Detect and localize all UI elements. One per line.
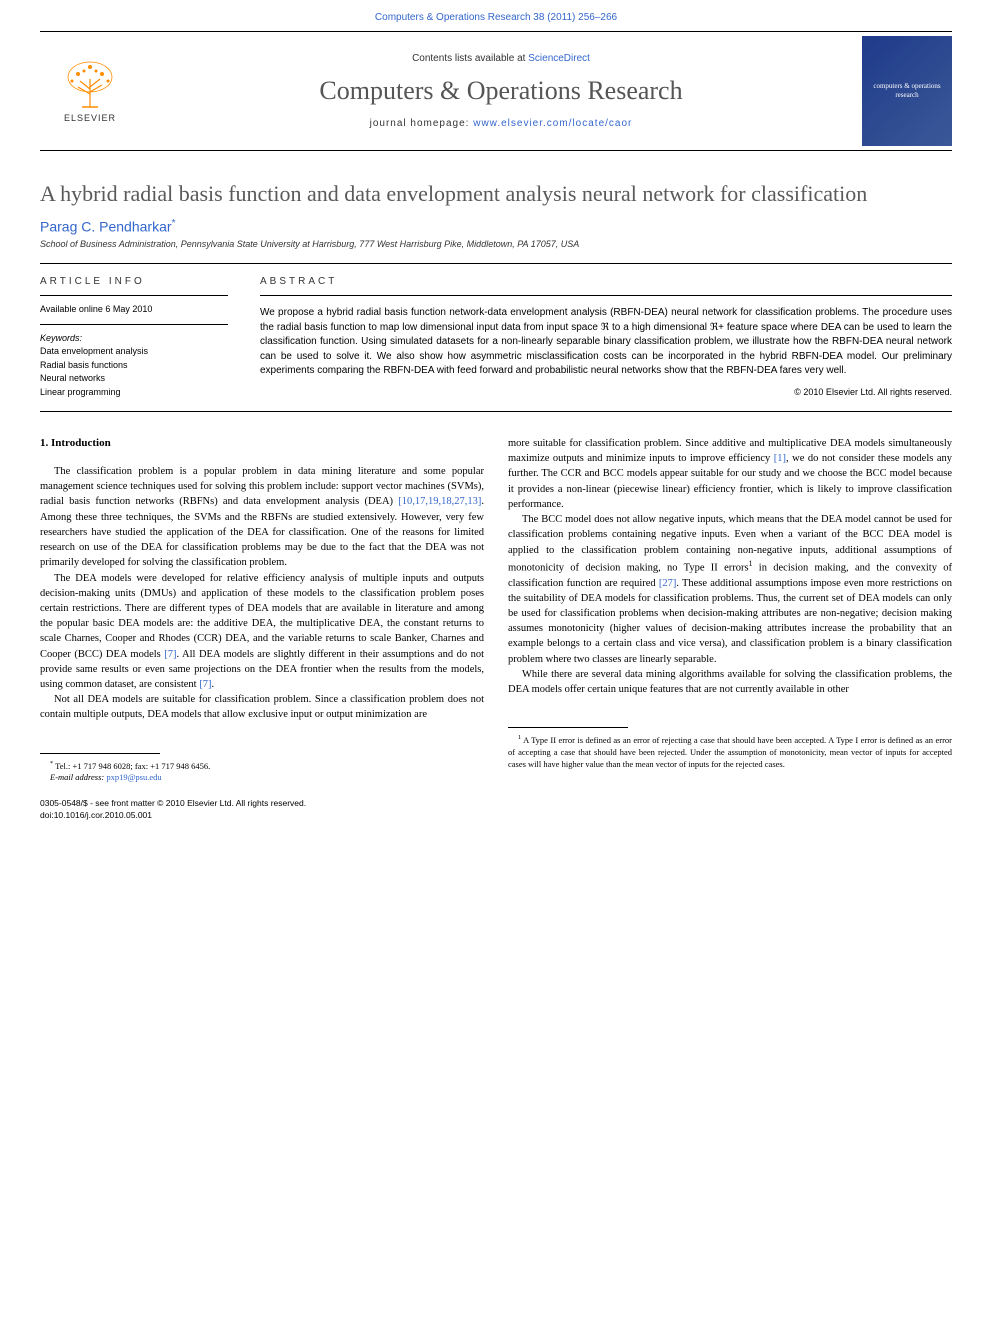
body-columns: 1. Introduction The classification probl… [40, 436, 952, 784]
contents-line: Contents lists available at ScienceDirec… [140, 53, 862, 64]
body-paragraph: The BCC model does not allow negative in… [508, 512, 952, 667]
elsevier-tree-icon [60, 59, 120, 109]
body-paragraph: While there are several data mining algo… [508, 667, 952, 697]
email-link[interactable]: pxp19@psu.edu [106, 772, 161, 782]
text-run: . [211, 679, 214, 690]
abstract-text: We propose a hybrid radial basis functio… [260, 306, 952, 379]
running-header: Computers & Operations Research 38 (2011… [0, 0, 992, 31]
body-paragraph: The classification problem is a popular … [40, 464, 484, 571]
citation-link[interactable]: [27] [659, 578, 677, 589]
homepage-line: journal homepage: www.elsevier.com/locat… [140, 118, 862, 129]
keyword: Neural networks [40, 372, 228, 386]
journal-title: Computers & Operations Research [140, 76, 862, 106]
left-column: 1. Introduction The classification probl… [40, 436, 484, 784]
citation-link[interactable]: [10,17,19,18,27,13] [398, 496, 481, 507]
divider [40, 324, 228, 325]
header-citation-link[interactable]: Computers & Operations Research 38 (2011… [375, 12, 617, 23]
email-label: E-mail address: [50, 772, 106, 782]
info-abstract-row: ARTICLE INFO Available online 6 May 2010… [40, 263, 952, 411]
email-footnote: E-mail address: pxp19@psu.edu [40, 772, 484, 784]
sciencedirect-link[interactable]: ScienceDirect [528, 53, 590, 64]
article-history: Available online 6 May 2010 [40, 304, 228, 314]
journal-cover-thumbnail: computers & operations research [862, 36, 952, 146]
article-info-block: ARTICLE INFO Available online 6 May 2010… [40, 264, 240, 411]
divider [40, 295, 228, 296]
homepage-link[interactable]: www.elsevier.com/locate/caor [473, 118, 632, 129]
keyword: Data envelopment analysis [40, 345, 228, 359]
text-run: The DEA models were developed for relati… [40, 573, 484, 660]
keyword: Linear programming [40, 386, 228, 400]
contents-prefix: Contents lists available at [412, 53, 528, 64]
publisher-name: ELSEVIER [64, 113, 116, 123]
divider [40, 411, 952, 412]
article-info-heading: ARTICLE INFO [40, 276, 228, 287]
abstract-block: ABSTRACT We propose a hybrid radial basi… [240, 264, 952, 411]
homepage-prefix: journal homepage: [370, 118, 474, 129]
doi-line: doi:10.1016/j.cor.2010.05.001 [40, 810, 952, 822]
right-column: more suitable for classification problem… [508, 436, 952, 784]
cover-text: computers & operations research [862, 78, 952, 104]
abstract-copyright: © 2010 Elsevier Ltd. All rights reserved… [260, 387, 952, 397]
divider [260, 295, 952, 296]
footnote-divider [40, 753, 160, 754]
citation-link[interactable]: [7] [199, 679, 211, 690]
keywords-label: Keywords: [40, 333, 228, 343]
footnote-text: Tel.: +1 717 948 6028; fax: +1 717 948 6… [53, 761, 210, 771]
banner-center: Contents lists available at ScienceDirec… [140, 43, 862, 139]
footnote-text: A Type II error is defined as an error o… [508, 735, 952, 769]
keyword: Radial basis functions [40, 359, 228, 373]
body-paragraph: more suitable for classification problem… [508, 436, 952, 512]
issn-line: 0305-0548/$ - see front matter © 2010 El… [40, 798, 952, 810]
body-paragraph: Not all DEA models are suitable for clas… [40, 692, 484, 722]
section-heading: 1. Introduction [40, 436, 484, 452]
corresponding-marker-link[interactable]: * [172, 217, 176, 229]
author-name-link[interactable]: Parag C. Pendharkar [40, 219, 172, 235]
type2-footnote: 1 A Type II error is defined as an error… [508, 734, 952, 771]
body-paragraph: The DEA models were developed for relati… [40, 571, 484, 693]
affiliation: School of Business Administration, Penns… [40, 239, 952, 249]
abstract-heading: ABSTRACT [260, 276, 952, 287]
article-title: A hybrid radial basis function and data … [40, 181, 952, 207]
citation-link[interactable]: [7] [164, 649, 176, 660]
publisher-block: ELSEVIER [40, 51, 140, 131]
author-list: Parag C. Pendharkar* [40, 217, 952, 235]
corresponding-footnote: * Tel.: +1 717 948 6028; fax: +1 717 948… [40, 760, 484, 773]
citation-link[interactable]: [1] [774, 453, 786, 464]
journal-banner: ELSEVIER Contents lists available at Sci… [40, 31, 952, 151]
page-footer: 0305-0548/$ - see front matter © 2010 El… [40, 798, 952, 822]
text-run: . These additional assumptions impose ev… [508, 578, 952, 665]
footnote-divider [508, 727, 628, 728]
